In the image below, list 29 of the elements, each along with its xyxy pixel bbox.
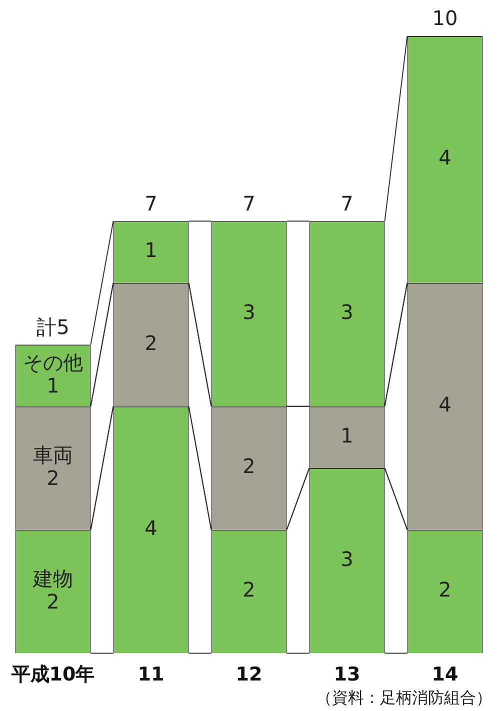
series-label: その他 (23, 350, 83, 375)
total-label: 7 (144, 191, 158, 216)
data-label: 3 (340, 300, 354, 324)
total-label: 7 (340, 191, 354, 216)
data-label: 2 (46, 466, 60, 490)
data-label: 4 (438, 392, 452, 417)
data-label: 2 (242, 454, 256, 478)
x-tick-label: 12 (236, 664, 262, 686)
data-label: 1 (144, 238, 158, 262)
data-label: 2 (144, 330, 158, 355)
x-tick-label: 13 (334, 664, 360, 686)
total-label: 10 (432, 6, 458, 30)
data-label: 4 (438, 146, 452, 170)
x-tick-label: 14 (432, 664, 458, 686)
text: （資料：足柄消防組合） (316, 688, 492, 709)
series-label: 車両 (33, 443, 73, 468)
total-label: 計5 (36, 314, 70, 339)
x-tick-label: 平成10年 (10, 664, 95, 686)
data-label: 1 (340, 423, 354, 448)
data-label: 1 (46, 374, 60, 398)
data-label: 2 (242, 578, 256, 602)
series-label: 建物 (32, 566, 73, 591)
total-label: 7 (242, 191, 256, 216)
data-label: 3 (340, 546, 354, 571)
x-tick-label: 11 (138, 664, 164, 686)
data-label: 2 (438, 578, 452, 602)
data-label: 3 (242, 300, 256, 324)
data-label: 4 (144, 516, 158, 540)
data-label: 2 (46, 590, 60, 614)
